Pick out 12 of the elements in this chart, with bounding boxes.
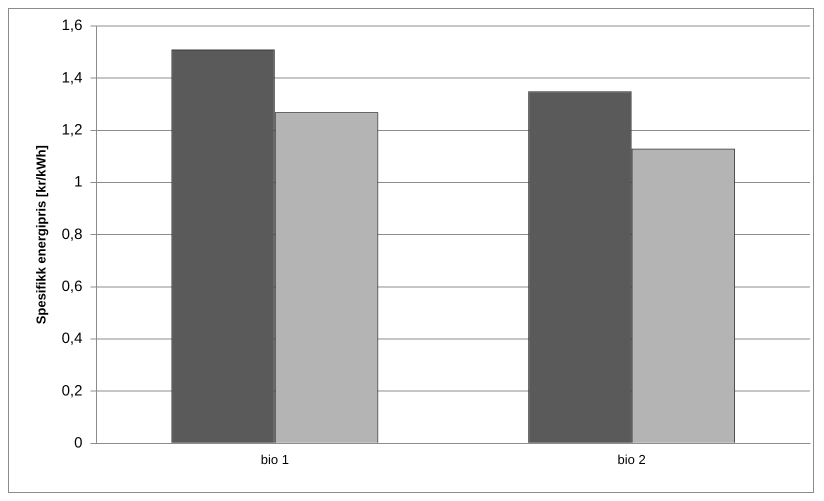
y-tick-label: 0,8: [62, 226, 82, 243]
y-tick-label: 1,6: [62, 17, 82, 34]
y-tick-label: 0,4: [62, 330, 82, 348]
y-tick-label: 0: [74, 434, 82, 452]
y-tick-label: 0,6: [62, 278, 82, 296]
x-tick-label: bio 2: [618, 452, 646, 467]
y-tick-label: 1: [74, 174, 82, 191]
x-tick-label: bio 1: [260, 452, 289, 467]
y-tick-label: 1,4: [62, 69, 82, 86]
y-axis-title: Spesifikk energipris [kr/kWh]: [33, 145, 48, 324]
y-tick-label: 0,2: [62, 382, 82, 400]
y-tick-label: 1,2: [62, 121, 82, 138]
